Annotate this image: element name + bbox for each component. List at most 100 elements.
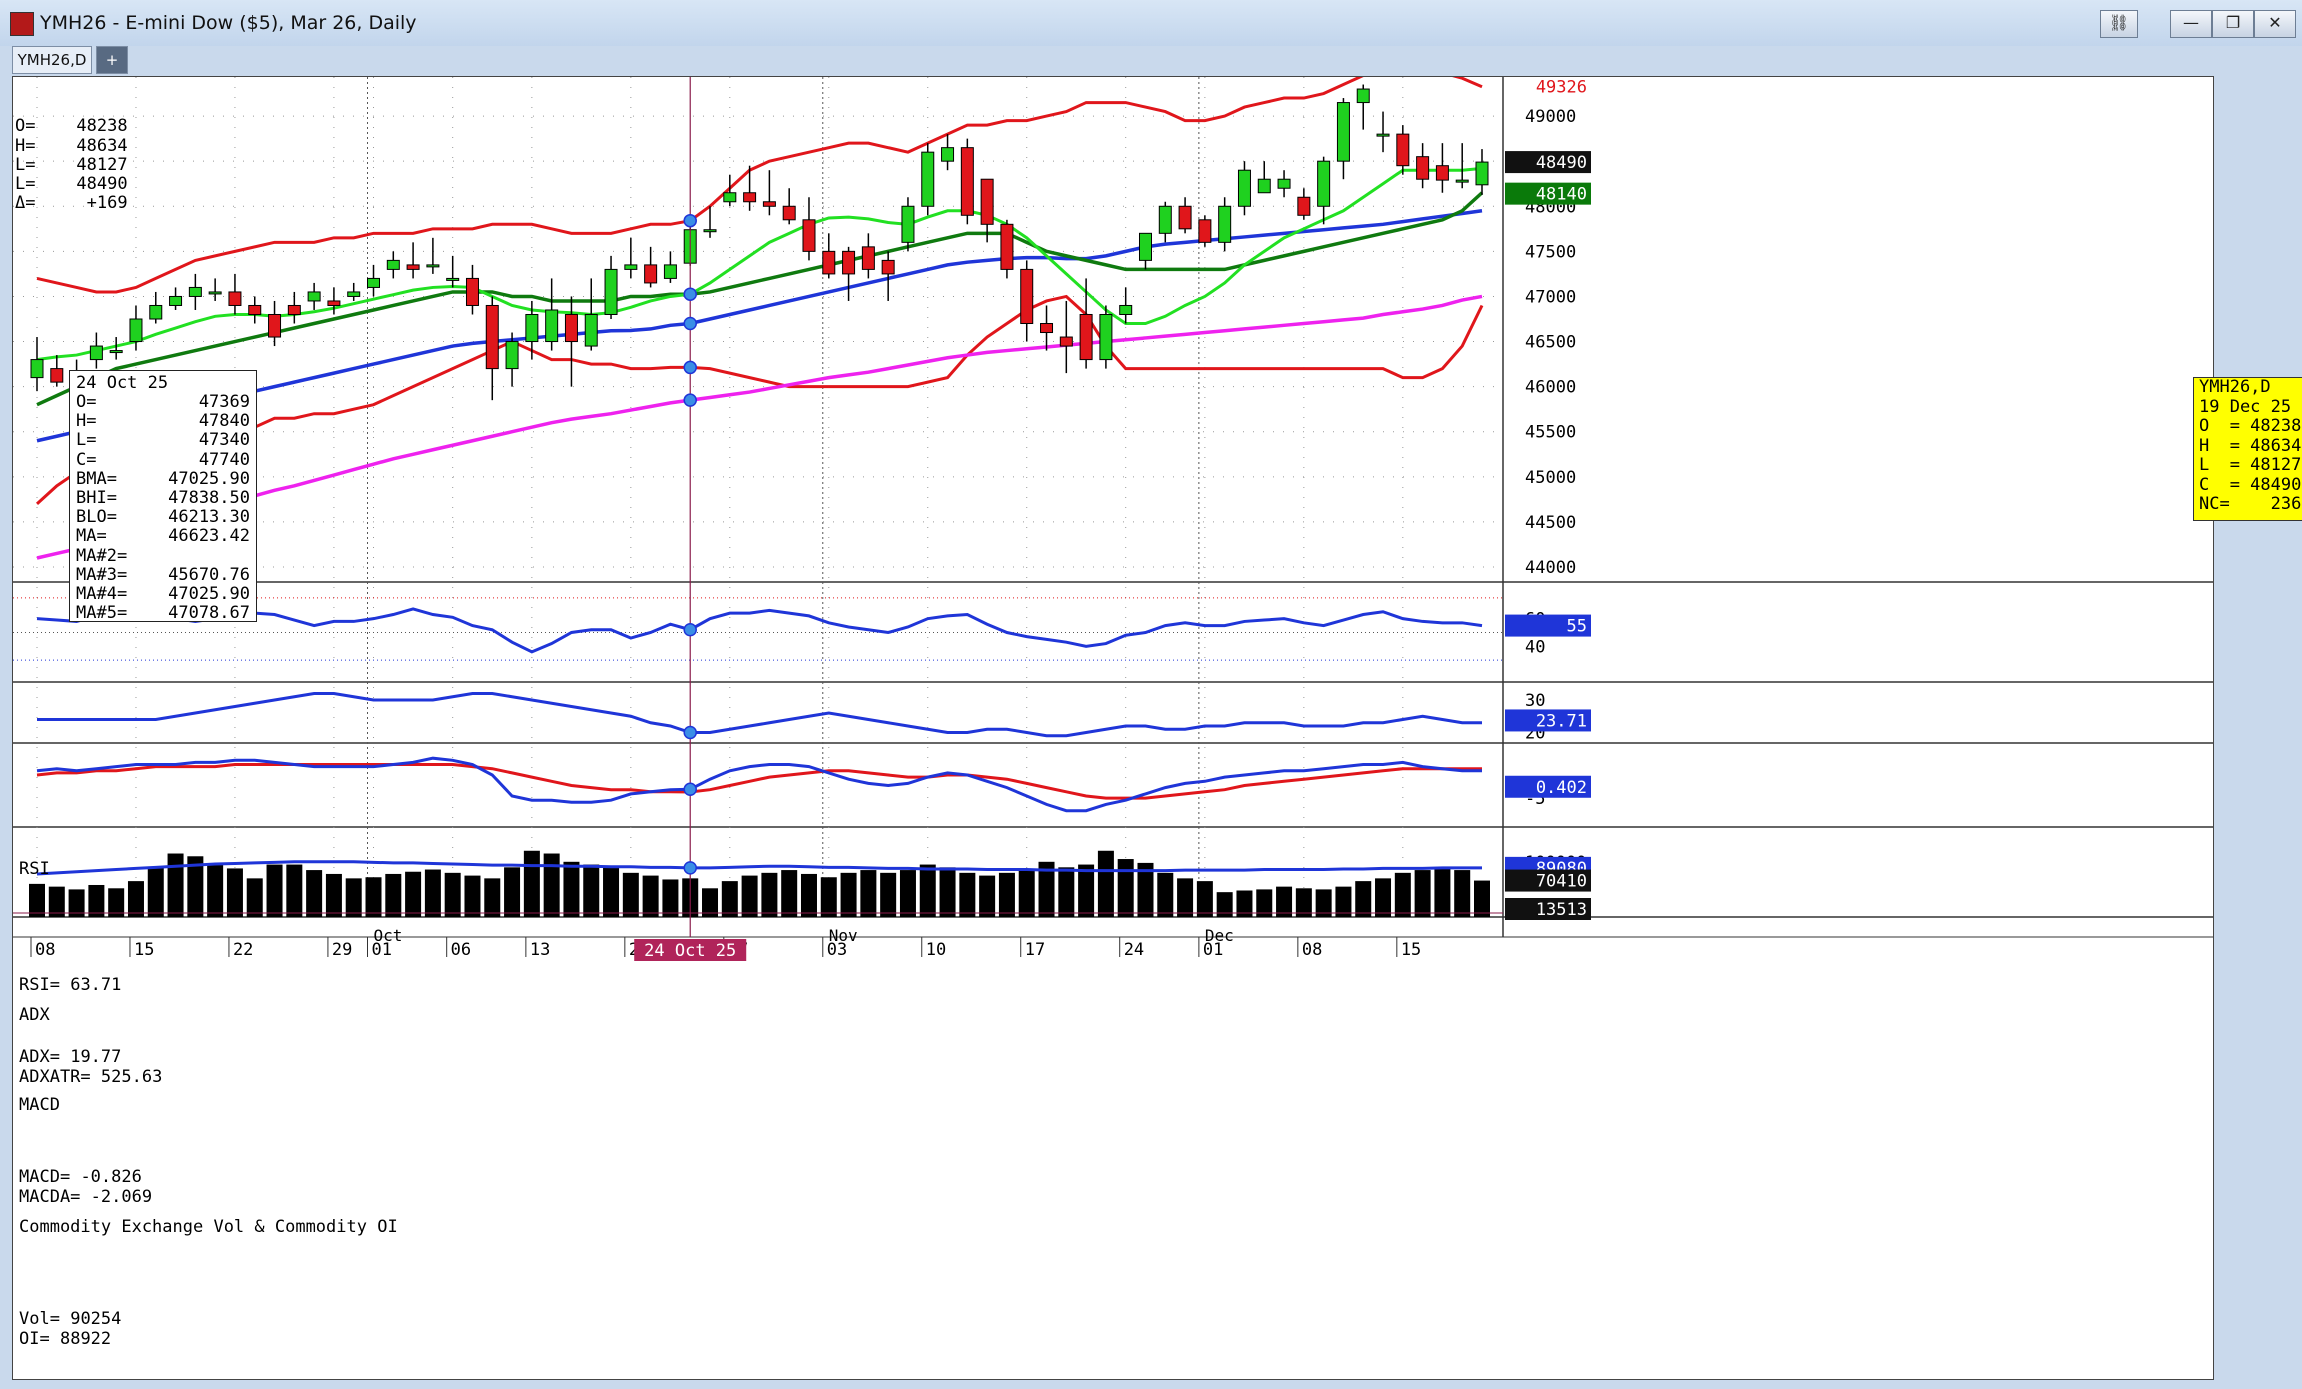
candle-up <box>703 229 717 233</box>
info-box-key: L= <box>76 430 97 451</box>
price-axis-label: 47500 <box>1525 242 1576 262</box>
volume-bar <box>325 873 342 917</box>
candle-up <box>446 277 460 281</box>
info-box-key: O= <box>76 392 97 412</box>
time-axis-label: 01 <box>372 940 392 960</box>
volume-change-tag: 13513 <box>1536 900 1587 920</box>
volume-bar <box>385 873 402 917</box>
adx-tag: 23.71 <box>1536 711 1587 731</box>
symbol-box-line: O = 48238 <box>2199 416 2302 436</box>
candle-down <box>980 178 994 225</box>
time-axis-label: 06 <box>451 940 471 960</box>
volume-change-tag-bg <box>1505 898 1591 920</box>
candle-down <box>287 304 301 315</box>
volume-bar <box>246 878 263 917</box>
minimize-button[interactable]: — <box>2170 10 2212 38</box>
tab-ymh26[interactable]: YMH26,D <box>12 46 92 74</box>
volume-bar <box>662 879 679 917</box>
price-axis-label: 45500 <box>1525 423 1576 443</box>
volume-bar <box>286 864 303 917</box>
symbol-box-line: 19 Dec 25 <box>2199 396 2292 417</box>
candle-up <box>1138 232 1152 261</box>
add-tab-button[interactable]: + <box>96 46 128 74</box>
crosshair-marker <box>683 360 697 375</box>
volume-bar <box>820 877 837 917</box>
close-button[interactable]: ✕ <box>2254 10 2296 38</box>
volume-bar <box>721 881 738 917</box>
price-axis-label: 44000 <box>1525 558 1576 578</box>
adx-axis-label: 30 <box>1525 691 1545 711</box>
volume-bar <box>1335 886 1352 917</box>
candle-down <box>248 304 262 315</box>
candle-up <box>1119 304 1133 315</box>
info-box-value: 47025.90 <box>168 468 250 489</box>
candle-up <box>1376 133 1390 137</box>
candle-down <box>228 291 242 306</box>
chart-svg[interactable]: 4950049000485004800047500470004650046000… <box>13 77 2213 1379</box>
volume-bar <box>484 878 501 917</box>
crosshair-marker <box>683 393 697 407</box>
volume-bar <box>998 872 1015 917</box>
link-button[interactable]: ⛓ <box>2100 10 2138 38</box>
macd-readout: MACD= -0.826 MACDA= -2.069 <box>19 1167 153 1207</box>
bollinger-lower-line <box>35 294 1484 505</box>
candle-down <box>1040 323 1054 334</box>
macd-line <box>36 756 1482 813</box>
adx-readout: ADX= 19.77 ADXATR= 525.63 <box>19 1047 163 1087</box>
symbol-box-line: C = 48490 <box>2199 474 2302 495</box>
macd-tag: 0.402 <box>1536 778 1587 798</box>
restore-button[interactable]: ❐ <box>2212 10 2254 38</box>
candle-up <box>663 264 677 279</box>
candle-up <box>901 205 915 243</box>
price-axis-label: 44500 <box>1525 513 1576 533</box>
crosshair-marker <box>683 316 697 331</box>
candle-up <box>307 291 321 302</box>
volume-bar <box>1117 859 1134 917</box>
volume-bar <box>464 875 481 917</box>
volume-bar <box>444 872 461 917</box>
volume-bar <box>781 870 798 917</box>
volume-bar <box>504 867 521 917</box>
price-axis-label: 46000 <box>1525 378 1576 398</box>
volume-bar <box>1216 892 1233 917</box>
volume-bar <box>1078 864 1095 917</box>
candle-up <box>1277 178 1291 189</box>
volume-bar <box>187 856 204 917</box>
adx-line <box>37 692 1482 738</box>
ma-long-line <box>36 294 1483 560</box>
volume-bar <box>226 868 243 917</box>
volume-bar <box>1375 878 1392 917</box>
info-box: 24 Oct 25 O= 47369 H= 47840 L= 47340 C= 47740 BM… <box>69 370 257 623</box>
candle-down <box>1000 223 1014 270</box>
ohlc-row: H= 48634 <box>15 135 128 156</box>
candle-up <box>129 318 143 343</box>
volume-bar <box>899 870 916 917</box>
ohlc-row: Δ= +169 <box>15 193 128 214</box>
candle-down <box>1079 313 1093 361</box>
candle-up <box>208 291 222 295</box>
candle-down <box>802 219 816 252</box>
volume-bar <box>1355 881 1372 917</box>
candle-up <box>1237 169 1251 207</box>
candle-up <box>169 295 183 306</box>
volume-tag-bg <box>1505 869 1591 892</box>
candle-up <box>149 304 163 320</box>
volume-bar <box>1018 870 1035 917</box>
volume-bar <box>1434 868 1451 917</box>
crosshair-marker <box>683 213 697 228</box>
crosshair-marker <box>683 725 697 740</box>
symbol-box-line: H = 48634 <box>2199 435 2302 456</box>
time-axis-label: 01 <box>1203 940 1223 960</box>
chart-area[interactable]: 4950049000485004800047500470004650046000… <box>12 76 2302 1380</box>
ma-fast-line <box>36 166 1483 362</box>
month-label: Dec <box>1205 926 1234 945</box>
candle-down <box>50 368 64 383</box>
time-axis-label: 24 <box>1124 940 1144 960</box>
volume-bar <box>919 864 936 917</box>
volume-bar <box>563 861 580 917</box>
volume-bar <box>543 853 560 917</box>
volume-bar <box>959 872 976 917</box>
candle-down <box>743 192 757 203</box>
price-tag: 49326 <box>1536 78 1587 98</box>
volume-bar <box>1058 867 1075 917</box>
